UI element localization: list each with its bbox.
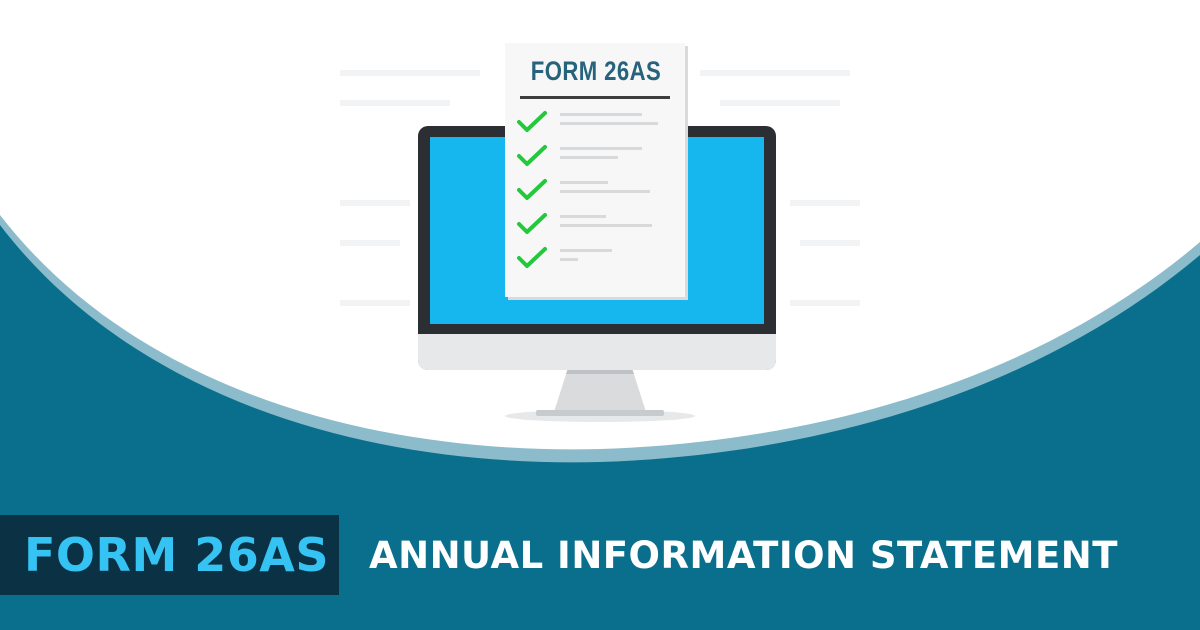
- line-placeholder: [560, 113, 642, 116]
- document-paper: [505, 43, 685, 297]
- checklist-item: [517, 145, 642, 166]
- check-icon: [517, 247, 547, 268]
- check-icon: [517, 145, 547, 166]
- checklist-item: [517, 111, 658, 132]
- faint-background-lines: [340, 70, 860, 306]
- checklist-item: [517, 213, 652, 234]
- title-underline: [520, 96, 670, 99]
- monitor-stand: [554, 368, 646, 412]
- form-badge: FORM 26AS: [0, 515, 339, 595]
- line-placeholder: [560, 258, 578, 261]
- line-placeholder: [560, 147, 642, 150]
- checklist-item: [517, 179, 650, 200]
- stand-base: [536, 410, 664, 416]
- line-placeholder: [560, 249, 612, 252]
- line-placeholder: [560, 224, 652, 227]
- monitor-chin: [418, 334, 776, 370]
- banner-subtitle: ANNUAL INFORMATION STATEMENT: [368, 533, 1118, 577]
- check-icon: [517, 213, 547, 234]
- check-icon: [517, 179, 547, 200]
- line-placeholder: [560, 190, 650, 193]
- line-placeholder: [560, 122, 658, 125]
- check-icon: [517, 111, 547, 132]
- checklist-item: [517, 247, 612, 268]
- line-placeholder: [560, 156, 618, 159]
- line-placeholder: [560, 181, 608, 184]
- form-badge-label: FORM 26AS: [24, 528, 329, 582]
- document-title: FORM 26AS: [530, 56, 662, 86]
- checklist: [517, 111, 658, 268]
- line-placeholder: [560, 215, 606, 218]
- title-banner: FORM 26AS ANNUAL INFORMATION STATEMENT: [0, 510, 1118, 600]
